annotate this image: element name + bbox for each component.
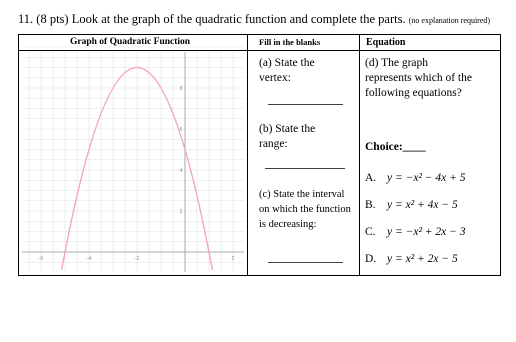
blank-prompt: (b) State the range: — [259, 123, 316, 150]
axis-label: -6 — [39, 256, 44, 262]
option-equation: y = x² + 2x − 5 — [387, 253, 458, 265]
option-letter: B. — [365, 199, 376, 211]
axis-label: -4 — [87, 256, 92, 262]
axis-label: 4 — [180, 168, 183, 174]
header: Equation — [366, 37, 406, 48]
option-letter: D. — [365, 253, 377, 265]
option: D. y = x² + 2x − 5 — [365, 253, 458, 265]
question-text: 11. (8 pts) Look at the graph of the qua… — [18, 12, 406, 26]
option: B. y = x² + 4x − 5 — [365, 199, 458, 211]
option-letter: C. — [365, 226, 376, 238]
option-equation: y = −x² + 2x − 3 — [387, 226, 466, 238]
axis-label: 8 — [180, 86, 183, 92]
header: Fill in the blanks — [259, 37, 321, 47]
option-letter: A. — [365, 172, 377, 184]
option: C. y = −x² + 2x − 3 — [365, 226, 466, 238]
blank-prompt: (a) State the vertex: — [259, 57, 315, 84]
question: 11. (8 pts) Look at the graph of the qua… — [18, 12, 490, 27]
axis-label: 2 — [180, 209, 183, 215]
option-equation: y = −x² − 4x + 5 — [387, 172, 466, 184]
choice: Choice:____ — [365, 141, 426, 153]
blank-prompt: (c) State the interval on which the func… — [259, 189, 351, 230]
parabola — [60, 67, 214, 271]
header: Graph of Quadratic Function — [70, 37, 191, 47]
note: (no explanation required) — [408, 16, 491, 25]
axis-label: 2 — [232, 256, 235, 262]
axis-label: 6 — [180, 127, 183, 133]
option: A. y = −x² − 4x + 5 — [365, 172, 466, 184]
axis-label: -2 — [135, 256, 140, 262]
option-equation: y = x² + 4x − 5 — [387, 199, 458, 211]
graph: -6 -4 -2 2 8 6 4 2 — [22, 46, 244, 272]
equation-prompt: (d) The graph represents which of the fo… — [365, 57, 472, 99]
